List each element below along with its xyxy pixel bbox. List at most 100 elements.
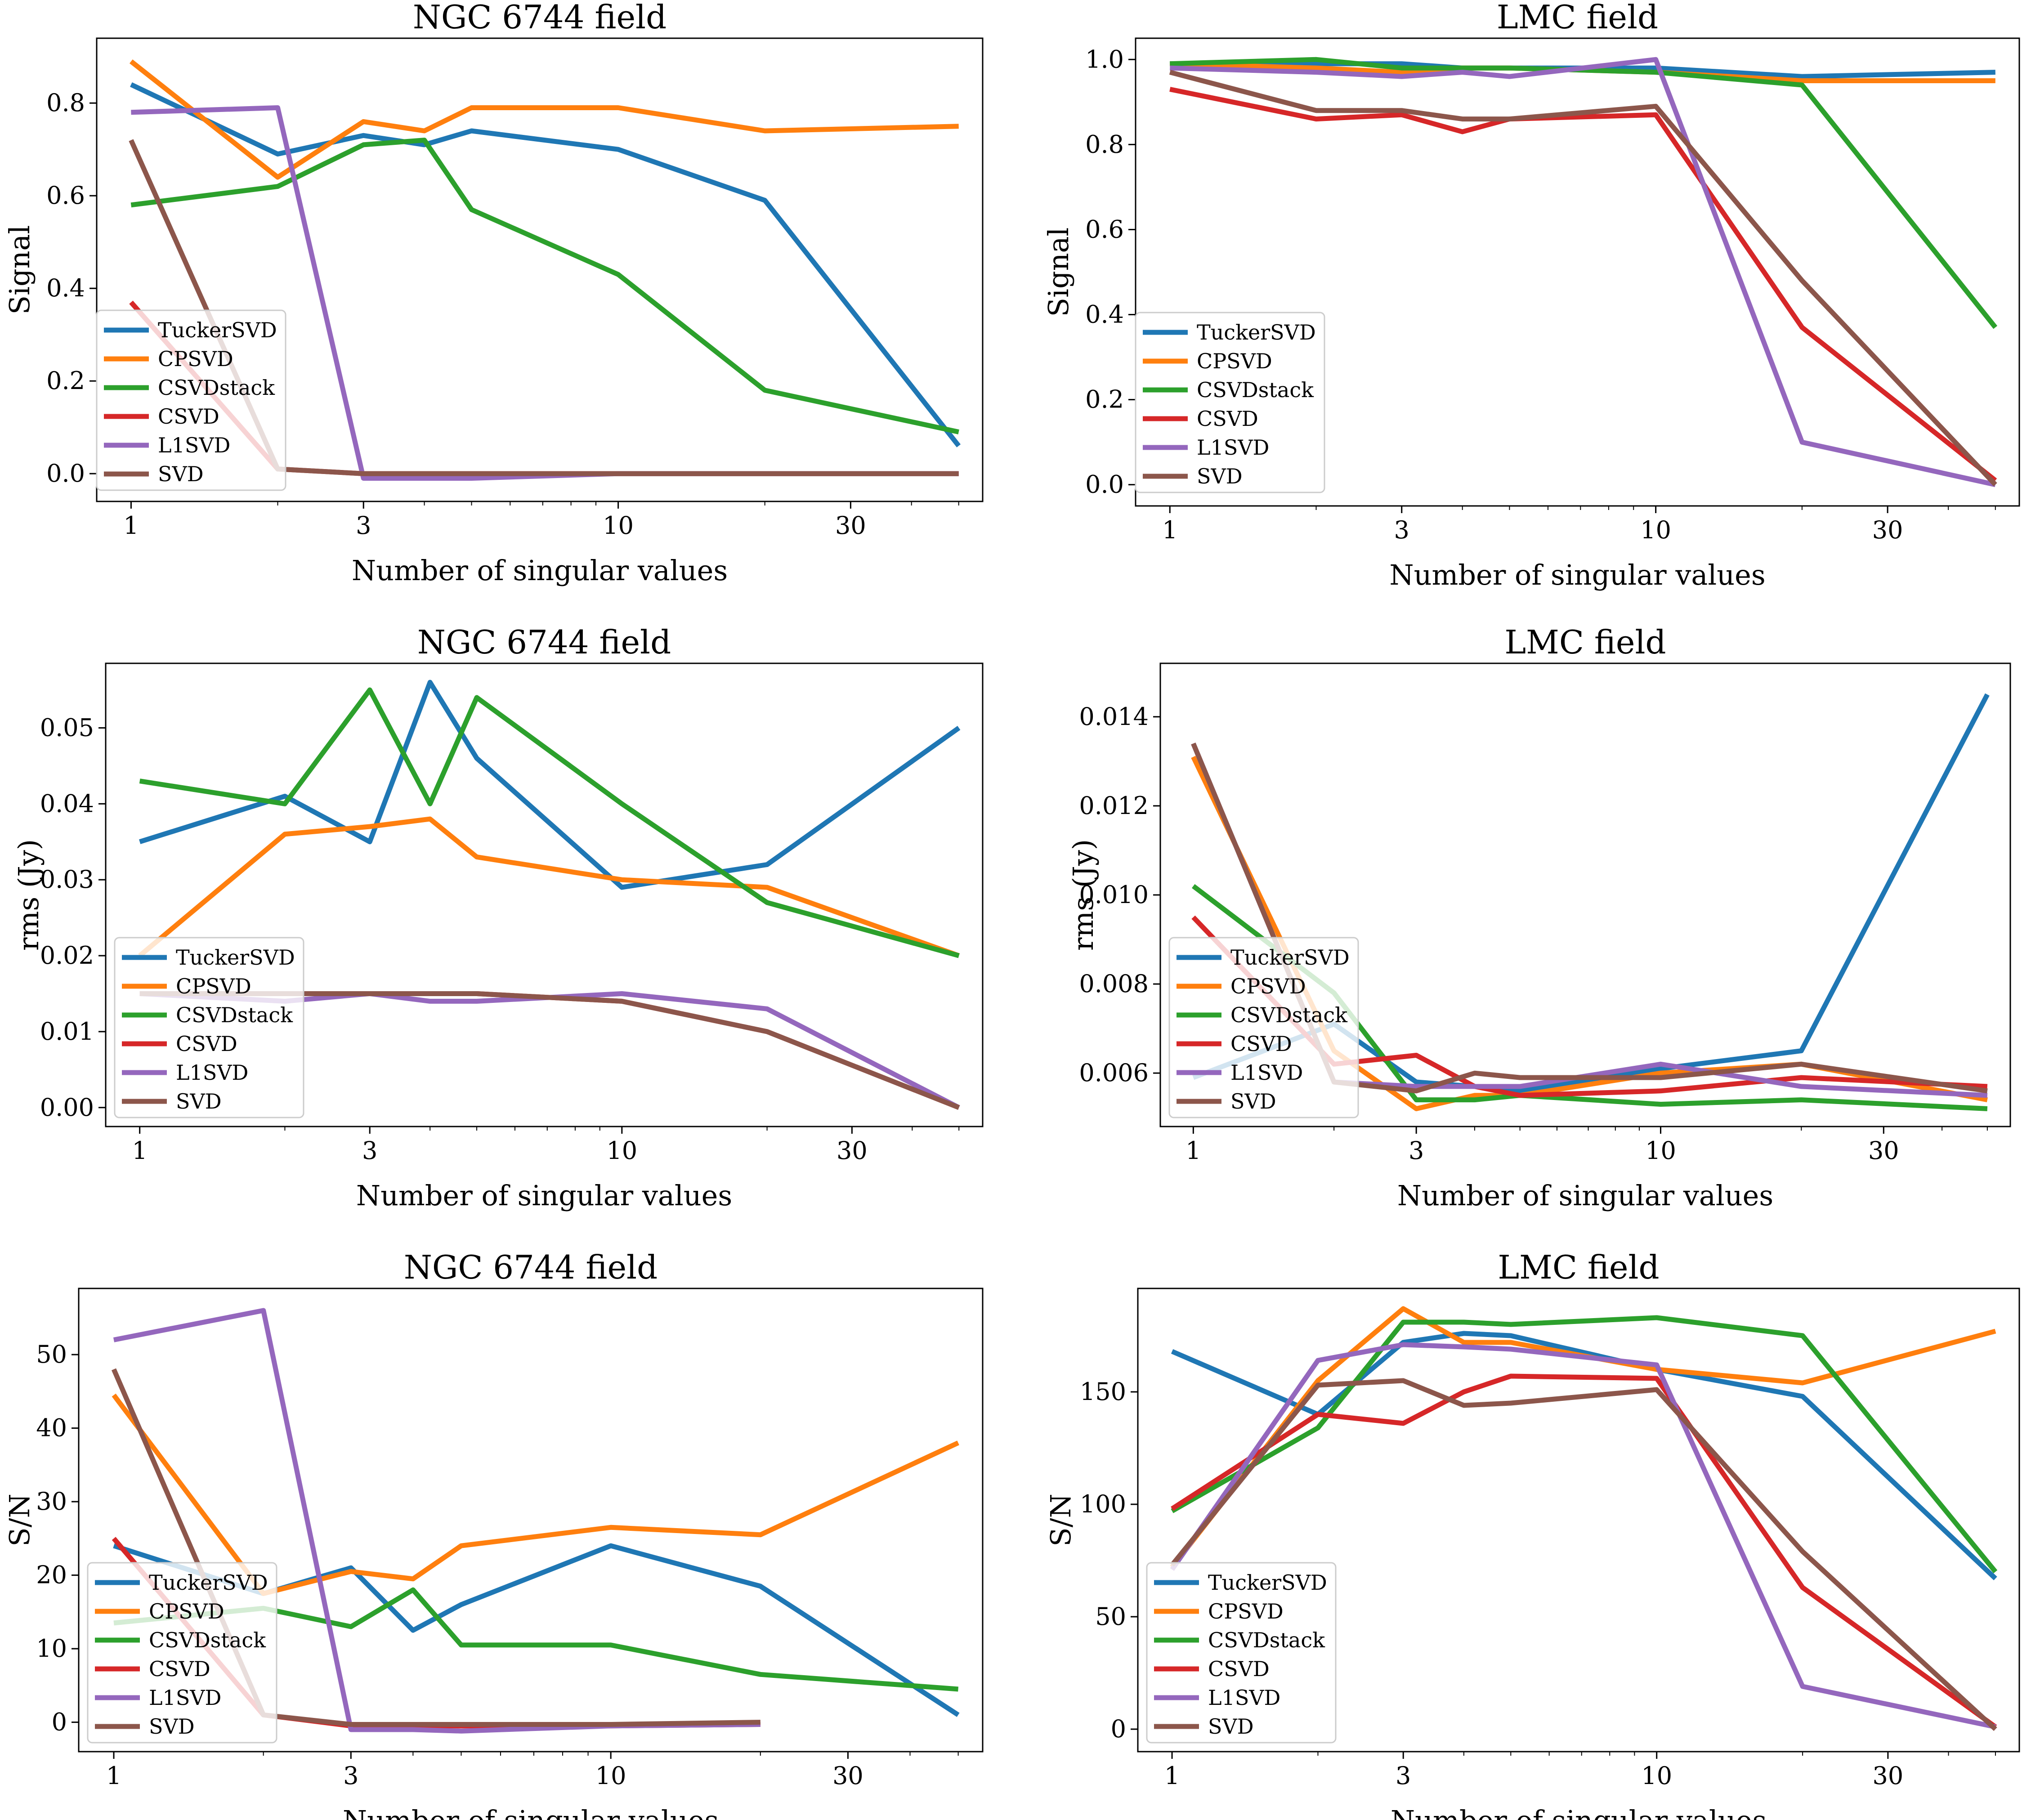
plot-frame (1137, 1288, 2020, 1753)
legend-label: TuckerSVD (158, 318, 277, 342)
plot-frame (78, 1288, 984, 1753)
chart-title: NGC 6744 field (413, 0, 667, 36)
legend-label: CSVD (158, 404, 219, 429)
x-tick-label: 30 (837, 1136, 868, 1165)
y-tick-label: 0 (52, 1708, 67, 1736)
legend-label: L1SVD (1230, 1060, 1303, 1085)
legend-label: SVD (1208, 1714, 1254, 1739)
x-tick-label: 10 (1640, 516, 1671, 544)
x-tick-label: 30 (832, 1762, 863, 1790)
legend-label: TuckerSVD (149, 1570, 268, 1595)
chart-panel-2: LMC field Number of singular values Signal… (1042, 0, 2020, 591)
y-tick-label: 0.2 (46, 367, 85, 395)
y-tick-label: 20 (36, 1561, 67, 1589)
legend-label: CSVDstack (149, 1628, 266, 1652)
y-tick-label: 30 (36, 1487, 67, 1516)
legend: TuckerSVD CPSVD CSVDstack CSVD L1SVD SVD (1146, 1562, 1337, 1744)
chart-panel-4: LMC field Number of singular values rms (J… (1067, 623, 2011, 1212)
chart-panel-3: NGC 6744 field Number of singular values r… (12, 623, 984, 1212)
x-axis-label: Number of singular values (1397, 1179, 1773, 1212)
series-line-svd (1170, 1378, 1997, 1731)
legend-label: CPSVD (158, 347, 233, 371)
legend-label: CPSVD (149, 1599, 224, 1623)
chart-title: LMC field (1498, 1248, 1659, 1286)
y-tick-label: 0.00 (40, 1093, 94, 1122)
legend: TuckerSVD CPSVD CSVDstack CSVD L1SVD SVD (96, 309, 286, 491)
legend-label: L1SVD (176, 1060, 248, 1085)
y-tick-label: 0.010 (1079, 881, 1149, 909)
legend-label: CSVD (1208, 1657, 1270, 1681)
y-tick-label: 0.4 (1085, 300, 1124, 329)
chart-title: LMC field (1497, 0, 1658, 36)
y-tick-label: 0.02 (40, 941, 94, 970)
series-lines (111, 1308, 960, 1734)
chart-title: NGC 6744 field (404, 1248, 658, 1286)
legend-label: L1SVD (1208, 1686, 1280, 1710)
legend-label: CSVDstack (1208, 1628, 1325, 1652)
x-tick-label: 3 (343, 1762, 358, 1790)
legend-label: CSVD (149, 1657, 210, 1681)
legend: TuckerSVD CPSVD CSVDstack CSVD L1SVD SVD (87, 1562, 277, 1744)
x-tick-label: 1 (1162, 516, 1177, 544)
y-axis-label: Signal (3, 225, 36, 315)
y-tick-label: 0.014 (1079, 702, 1149, 731)
series-line-csvd (1169, 87, 1997, 483)
x-tick-label: 30 (1873, 1762, 1904, 1790)
legend: TuckerSVD CPSVD CSVDstack CSVD L1SVD SVD (1168, 937, 1359, 1118)
legend-label: CPSVD (1208, 1599, 1284, 1623)
legend-label: CPSVD (1197, 349, 1272, 373)
series-lines (1169, 57, 1998, 487)
chart-title: NGC 6744 field (417, 623, 671, 661)
x-axis-label: Number of singular values (356, 1179, 732, 1212)
plot-frame (1135, 37, 2020, 507)
legend-label: L1SVD (1197, 435, 1269, 460)
x-tick-label: 1 (123, 511, 139, 540)
y-tick-label: 150 (1080, 1377, 1126, 1406)
y-tick-label: 0.04 (40, 789, 94, 818)
x-axis-label: Number of singular values (1389, 559, 1765, 591)
legend-label: CSVDstack (158, 376, 275, 400)
legend-label: SVD (1197, 464, 1243, 488)
y-tick-label: 0.4 (46, 274, 85, 302)
y-tick-label: 0.8 (46, 89, 85, 117)
series-line-cpsvd (112, 1393, 959, 1596)
x-tick-label: 3 (356, 511, 371, 540)
series-line-cpsvd (1170, 1306, 1996, 1569)
series-line-tuckersvd (130, 82, 961, 447)
y-tick-label: 100 (1080, 1490, 1126, 1518)
y-axis-label: rms (Jy) (1067, 839, 1100, 951)
y-axis-label: S/N (3, 1494, 36, 1547)
x-tick-label: 10 (1641, 1762, 1672, 1790)
series-line-l1svd (1170, 1342, 1996, 1730)
legend-label: CPSVD (176, 974, 251, 998)
series-line-cpsvd (138, 816, 960, 958)
plot-frame (105, 662, 984, 1127)
x-tick-label: 30 (1872, 516, 1903, 544)
legend: TuckerSVD CPSVD CSVDstack CSVD L1SVD SVD (1135, 312, 1325, 493)
x-axis-label: Number of singular values (343, 1804, 719, 1820)
legend-label: TuckerSVD (176, 945, 295, 970)
legend-label: CSVD (1230, 1032, 1292, 1056)
y-tick-label: 0.05 (40, 714, 94, 742)
x-tick-label: 30 (1868, 1136, 1899, 1165)
plot-frame (96, 37, 984, 502)
x-axis-label: Number of singular values (352, 554, 728, 587)
y-tick-label: 0.6 (1085, 215, 1124, 243)
chart-panel-1: NGC 6744 field Number of singular values S… (3, 0, 984, 587)
legend-label: CPSVD (1230, 974, 1306, 998)
legend: TuckerSVD CPSVD CSVDstack CSVD L1SVD SVD (114, 937, 304, 1118)
x-tick-label: 3 (1394, 516, 1409, 544)
y-tick-label: 10 (36, 1634, 67, 1663)
y-tick-label: 0.2 (1085, 385, 1124, 414)
y-tick-label: 0.01 (40, 1017, 94, 1046)
series-line-csvd (1171, 1373, 1997, 1729)
y-tick-label: 50 (1095, 1602, 1126, 1631)
x-tick-label: 10 (1645, 1136, 1676, 1165)
series-line-csvdstack (1171, 1315, 1998, 1574)
y-tick-label: 0.006 (1079, 1059, 1149, 1087)
x-tick-label: 1 (1164, 1762, 1180, 1790)
chart-panel-6: LMC field Number of singular values S/N 1 3 1… (1044, 1248, 2020, 1820)
y-tick-label: 0 (1111, 1715, 1126, 1743)
x-tick-label: 3 (362, 1136, 377, 1165)
series-line-svd (1169, 70, 1997, 487)
